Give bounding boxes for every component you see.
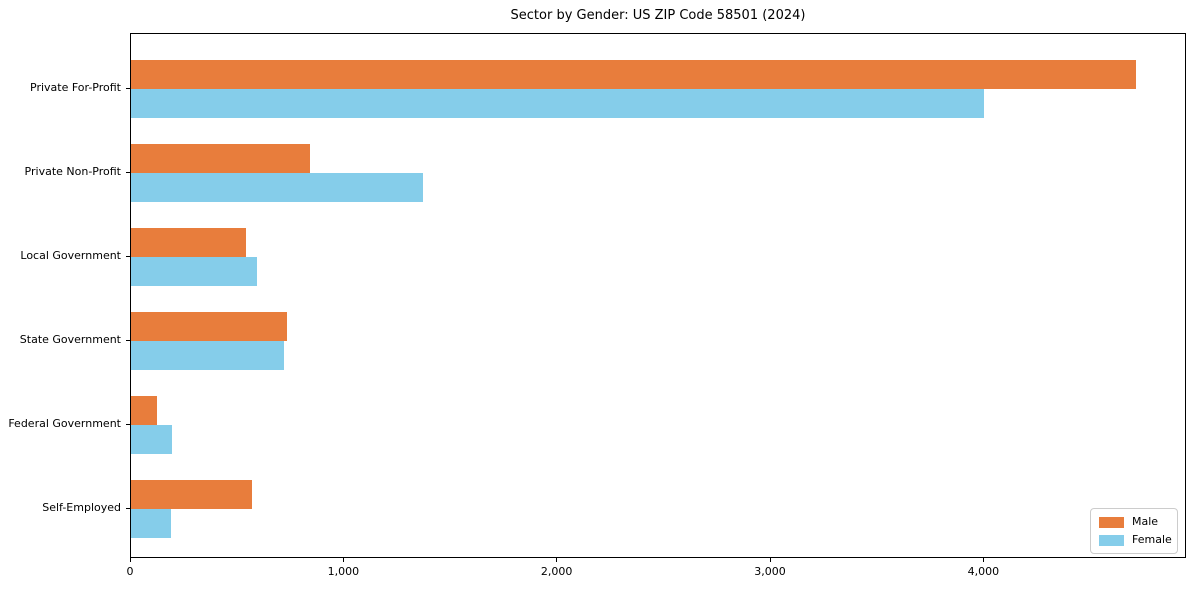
female-bar-4 — [131, 425, 172, 454]
legend-label: Male — [1132, 515, 1159, 528]
category-label: Local Government — [20, 249, 121, 262]
x-tick-label: 2,000 — [540, 565, 573, 578]
legend-item-male: Male — [1099, 516, 1169, 528]
x-tick-mark — [342, 558, 344, 562]
legend-item-female: Female — [1099, 533, 1172, 546]
female-bar-1 — [131, 173, 424, 202]
male-bar-0 — [131, 60, 1136, 89]
female-bar-5 — [131, 509, 171, 538]
y-tick-mark — [126, 256, 130, 257]
male-bar-3 — [131, 312, 287, 341]
male-bar-2 — [131, 228, 247, 257]
category-label: Private For-Profit — [30, 81, 121, 94]
male-bar-1 — [131, 144, 311, 173]
female-bar-3 — [131, 341, 284, 370]
x-tick-mark — [769, 558, 771, 562]
x-tick-label: 4,000 — [967, 565, 1000, 578]
male-bar-5 — [131, 480, 252, 509]
x-tick-label: 3,000 — [754, 565, 786, 578]
category-label: Federal Government — [8, 417, 121, 430]
female-bar-0 — [131, 89, 985, 118]
legend-label: Female — [1132, 533, 1172, 546]
plot-area — [130, 33, 1186, 558]
y-tick-mark — [126, 424, 130, 425]
chart-title: Sector by Gender: US ZIP Code 58501 (202… — [510, 8, 806, 23]
x-tick-label: 1,000 — [327, 565, 360, 578]
category-label: Self-Employed — [42, 501, 121, 514]
legend-swatch-female — [1099, 534, 1124, 546]
y-tick-mark — [126, 340, 130, 341]
male-bar-4 — [131, 396, 157, 425]
x-tick-mark — [129, 558, 131, 562]
x-tick-label: 0 — [126, 565, 134, 578]
y-tick-mark — [126, 88, 130, 89]
x-tick-mark — [982, 558, 984, 562]
y-tick-mark — [126, 172, 130, 173]
female-bar-2 — [131, 257, 257, 286]
x-tick-mark — [556, 558, 558, 562]
category-label: Private Non-Profit — [24, 165, 121, 178]
category-label: State Government — [19, 333, 121, 346]
legend: Male Female — [1090, 508, 1178, 554]
y-tick-mark — [126, 508, 130, 509]
legend-swatch-male — [1099, 516, 1124, 528]
